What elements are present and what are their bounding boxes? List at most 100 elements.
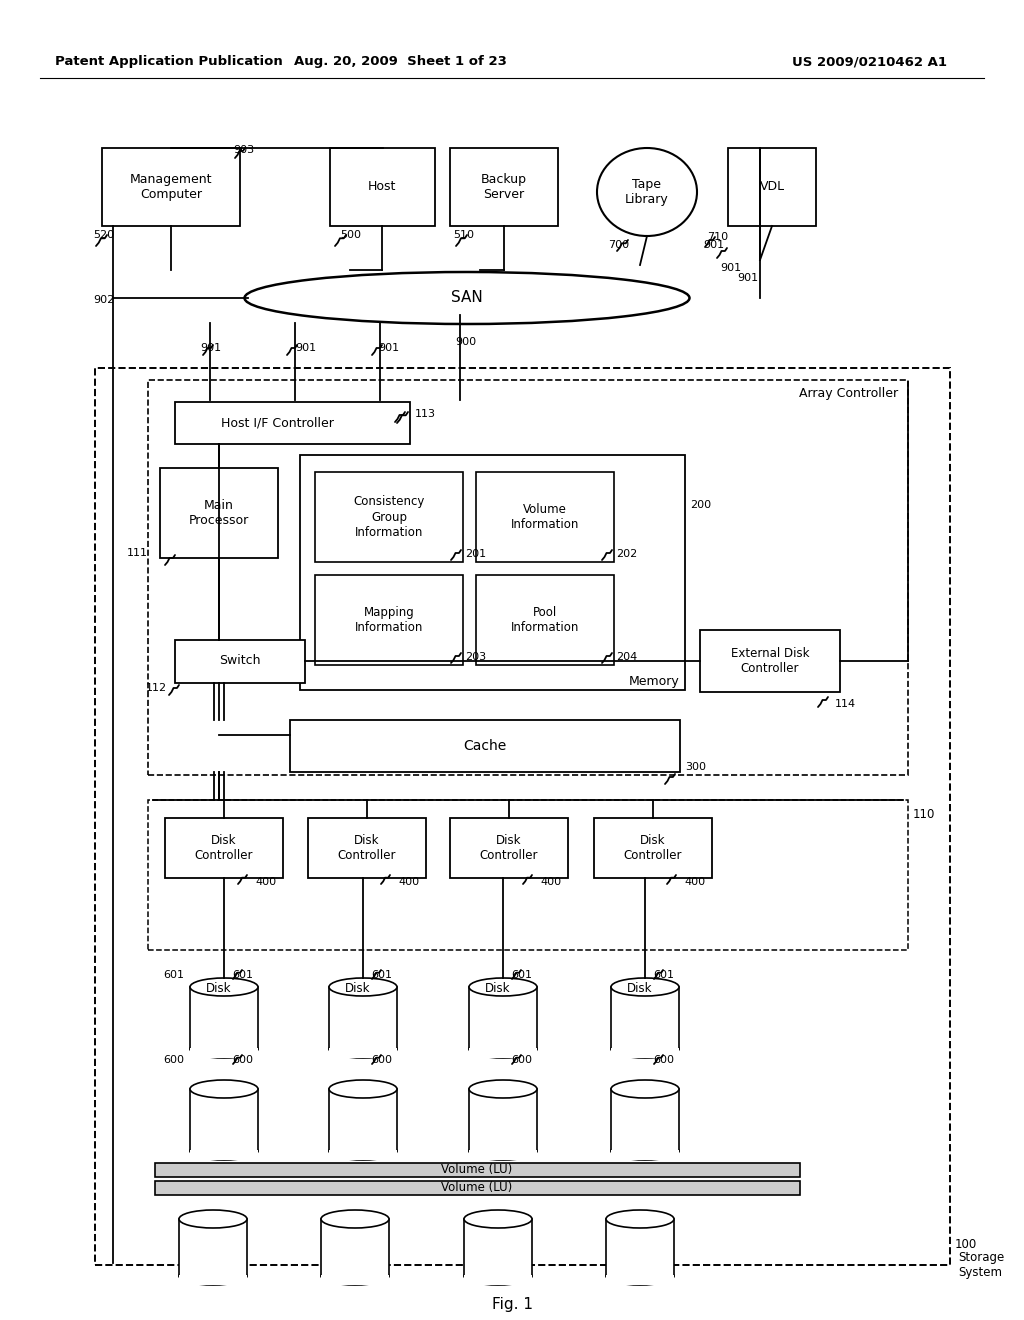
Bar [190,1089,258,1151]
Text: Disk
Controller: Disk Controller [338,834,396,862]
Text: 901: 901 [295,343,316,352]
Bar [175,403,410,444]
Bar [321,1218,389,1276]
Text: Management
Computer: Management Computer [130,173,212,201]
Text: Disk
Controller: Disk Controller [195,834,253,862]
Bar [450,148,558,226]
Bar [329,987,397,1049]
Ellipse shape [469,1142,537,1160]
Text: Patent Application Publication: Patent Application Publication [55,55,283,69]
Text: 600: 600 [163,1055,184,1065]
Bar [315,576,463,665]
Bar [148,380,908,775]
Text: 204: 204 [616,652,637,663]
Ellipse shape [190,1142,258,1160]
Bar [611,987,679,1049]
Bar [175,640,305,682]
Text: 900: 900 [455,337,476,347]
Ellipse shape [611,1080,679,1098]
Bar [606,1275,674,1284]
Text: 200: 200 [690,500,711,510]
Bar [165,818,283,878]
Ellipse shape [179,1267,247,1284]
Text: External Disk
Controller: External Disk Controller [731,647,809,675]
Text: Disk: Disk [628,982,652,994]
Text: Tape
Library: Tape Library [625,178,669,206]
Ellipse shape [469,978,537,997]
Text: SAN: SAN [452,290,483,305]
Text: 110: 110 [913,808,935,821]
Text: Disk: Disk [345,982,371,994]
Text: 710: 710 [707,232,728,242]
Bar [469,987,537,1049]
Ellipse shape [190,978,258,997]
Text: 902: 902 [93,294,115,305]
Text: 203: 203 [465,652,486,663]
Text: Volume (LU): Volume (LU) [441,1181,513,1195]
Ellipse shape [329,978,397,997]
Text: 700: 700 [608,240,629,249]
Ellipse shape [606,1210,674,1228]
Bar [700,630,840,692]
Bar [190,1150,258,1160]
Bar [95,368,950,1265]
Text: 500: 500 [340,230,361,240]
Text: 400: 400 [684,876,706,887]
Text: 601: 601 [232,970,253,979]
Text: 601: 601 [653,970,674,979]
Text: 601: 601 [511,970,532,979]
Bar [179,1218,247,1276]
Bar [300,455,685,690]
Bar [148,800,908,950]
Bar [308,818,426,878]
Ellipse shape [469,1080,537,1098]
Bar [160,469,278,558]
Bar [469,1089,537,1151]
Text: 600: 600 [232,1055,253,1065]
Bar [290,719,680,772]
Text: 600: 600 [653,1055,674,1065]
Text: 112: 112 [145,682,167,693]
Bar [476,473,614,562]
Text: 601: 601 [163,970,184,979]
Text: 201: 201 [465,549,486,558]
Ellipse shape [611,1142,679,1160]
Text: 600: 600 [371,1055,392,1065]
Bar [594,818,712,878]
Bar [469,1048,537,1059]
Ellipse shape [606,1267,674,1284]
Bar [329,1089,397,1151]
Ellipse shape [321,1210,389,1228]
Bar [315,473,463,562]
Text: Host: Host [368,181,396,194]
Text: 400: 400 [398,876,419,887]
Ellipse shape [329,1080,397,1098]
Ellipse shape [469,1040,537,1059]
Bar [450,818,568,878]
Bar [179,1275,247,1284]
Text: 202: 202 [616,549,637,558]
Bar [469,1150,537,1160]
Bar [606,1218,674,1276]
Text: Host I/F Controller: Host I/F Controller [220,417,334,429]
Ellipse shape [245,272,689,323]
Text: Memory: Memory [630,676,680,689]
Text: 901: 901 [200,343,221,352]
Text: Backup
Server: Backup Server [481,173,527,201]
Text: 901: 901 [720,263,741,273]
Text: US 2009/0210462 A1: US 2009/0210462 A1 [793,55,947,69]
Bar [728,148,816,226]
Bar [190,1048,258,1059]
Text: Switch: Switch [219,655,261,668]
Bar [464,1275,532,1284]
Text: Array Controller: Array Controller [799,388,898,400]
Bar [102,148,240,226]
Bar [155,1181,800,1195]
Text: 113: 113 [415,409,436,418]
Bar [155,1163,800,1177]
Ellipse shape [179,1210,247,1228]
Bar [330,148,435,226]
Bar [329,1048,397,1059]
Text: Consistency
Group
Information: Consistency Group Information [353,495,425,539]
Text: 400: 400 [540,876,561,887]
